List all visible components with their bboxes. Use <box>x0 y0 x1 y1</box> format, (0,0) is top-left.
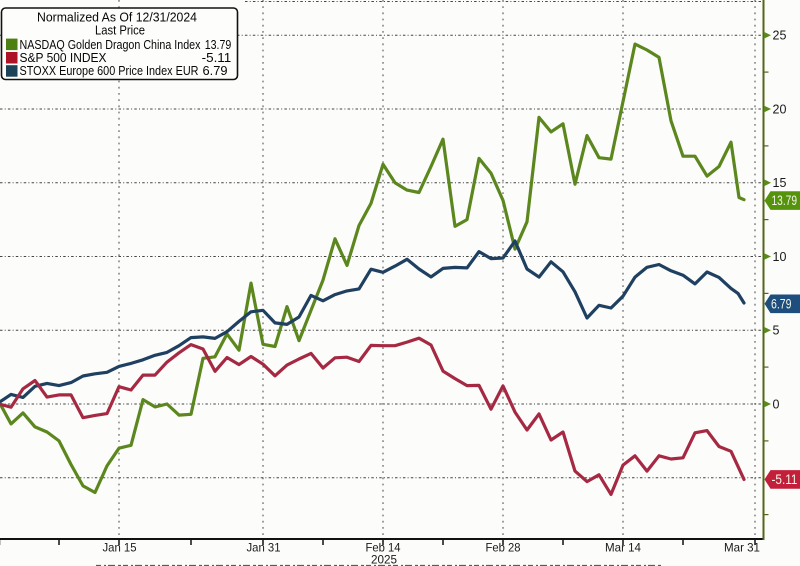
svg-text:S&P 500 INDEX: S&P 500 INDEX <box>20 50 107 65</box>
svg-text:13.79: 13.79 <box>205 37 232 52</box>
svg-text:-5.11: -5.11 <box>772 472 798 487</box>
svg-text:15: 15 <box>773 176 787 190</box>
svg-text:Feb 28: Feb 28 <box>486 541 521 555</box>
svg-text:Last Price: Last Price <box>95 23 145 38</box>
svg-text:Mar 31: Mar 31 <box>724 541 760 555</box>
svg-text:NASDAQ Golden Dragon China Ind: NASDAQ Golden Dragon China Index <box>20 37 201 52</box>
svg-text:Normalized As Of 12/31/2024: Normalized As Of 12/31/2024 <box>37 10 197 25</box>
svg-text:Mar 14: Mar 14 <box>605 541 641 555</box>
svg-text:Jan 15: Jan 15 <box>103 541 137 555</box>
svg-text:Feb 14: Feb 14 <box>366 541 401 555</box>
svg-text:6.79: 6.79 <box>771 296 792 311</box>
svg-text:13.79: 13.79 <box>772 193 798 208</box>
svg-text:0: 0 <box>773 397 780 411</box>
svg-text:2025: 2025 <box>371 553 397 566</box>
svg-text:6.79: 6.79 <box>203 63 228 78</box>
svg-text:Jan 31: Jan 31 <box>247 541 281 555</box>
svg-text:25: 25 <box>773 29 787 43</box>
svg-text:10: 10 <box>773 250 787 264</box>
svg-text:20: 20 <box>773 102 787 116</box>
svg-text:STOXX Europe 600 Price Index E: STOXX Europe 600 Price Index EUR <box>20 63 199 78</box>
svg-text:-5.11: -5.11 <box>202 50 232 65</box>
svg-text:5: 5 <box>773 324 780 338</box>
